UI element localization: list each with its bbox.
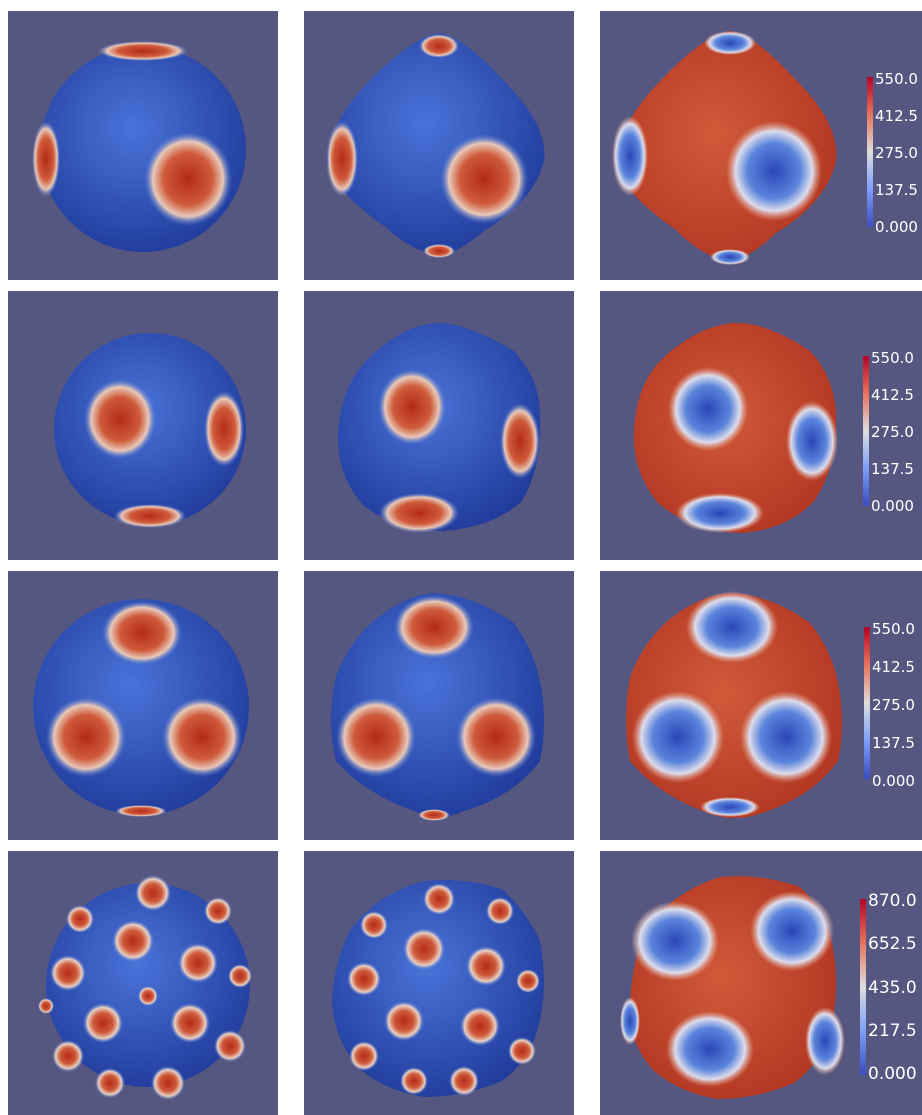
colorbar-tick: 435.0 (868, 978, 917, 998)
colorbar-tick: 137.5 (871, 460, 914, 478)
colorbar-tick: 0.000 (868, 1064, 917, 1084)
render-panel-r3-sphere (8, 571, 278, 840)
colorbar-tick: 217.5 (868, 1021, 917, 1041)
field-render (620, 876, 845, 1099)
render-panel-r2-field (600, 291, 922, 560)
colorbar-tick: 0.000 (871, 497, 914, 515)
render-panel-r1-field (600, 11, 922, 280)
colorbar-tick: 275.0 (871, 423, 914, 441)
colorbar-tick: 870.0 (868, 891, 917, 911)
sphere-render (32, 41, 246, 252)
render-panel-r2-deformed (304, 291, 574, 560)
colorbar-tick: 137.5 (872, 734, 915, 752)
deformed-render (331, 593, 544, 821)
render-panel-r4-sphere (8, 851, 278, 1115)
render-panel-r2-sphere (8, 291, 278, 560)
render-panel-r1-deformed (304, 11, 574, 280)
colorbar-r3 (864, 627, 870, 779)
sphere-render (38, 875, 252, 1100)
colorbar-tick: 550.0 (871, 349, 914, 367)
colorbar-tick: 275.0 (875, 144, 918, 162)
colorbar-tick: 0.000 (872, 772, 915, 790)
colorbar-tick: 652.5 (868, 934, 917, 954)
render-panel-r1-sphere (8, 11, 278, 280)
sphere-render (54, 333, 246, 528)
colorbar-tick: 137.5 (875, 181, 918, 199)
colorbar-tick: 550.0 (875, 70, 918, 88)
field-render (633, 322, 838, 533)
colorbar-r1 (867, 77, 873, 227)
colorbar-tick: 275.0 (872, 696, 915, 714)
deformed-render (332, 880, 544, 1097)
colorbar-tick: 412.5 (872, 658, 915, 676)
field-render (612, 31, 837, 265)
deformed-render (337, 322, 541, 533)
render-panel-r4-field (600, 851, 922, 1115)
render-panel-r3-deformed (304, 571, 574, 840)
colorbar-tick: 550.0 (872, 620, 915, 638)
render-panel-r3-field (600, 571, 922, 840)
render-panel-r4-deformed (304, 851, 574, 1115)
sphere-render (33, 599, 249, 817)
colorbar-r4 (860, 899, 866, 1075)
colorbar-tick: 0.000 (875, 218, 918, 236)
deformed-render (326, 33, 545, 258)
colorbar-tick: 412.5 (875, 107, 918, 125)
colorbar-r2 (863, 356, 869, 506)
field-render (626, 591, 842, 818)
colorbar-tick: 412.5 (871, 386, 914, 404)
